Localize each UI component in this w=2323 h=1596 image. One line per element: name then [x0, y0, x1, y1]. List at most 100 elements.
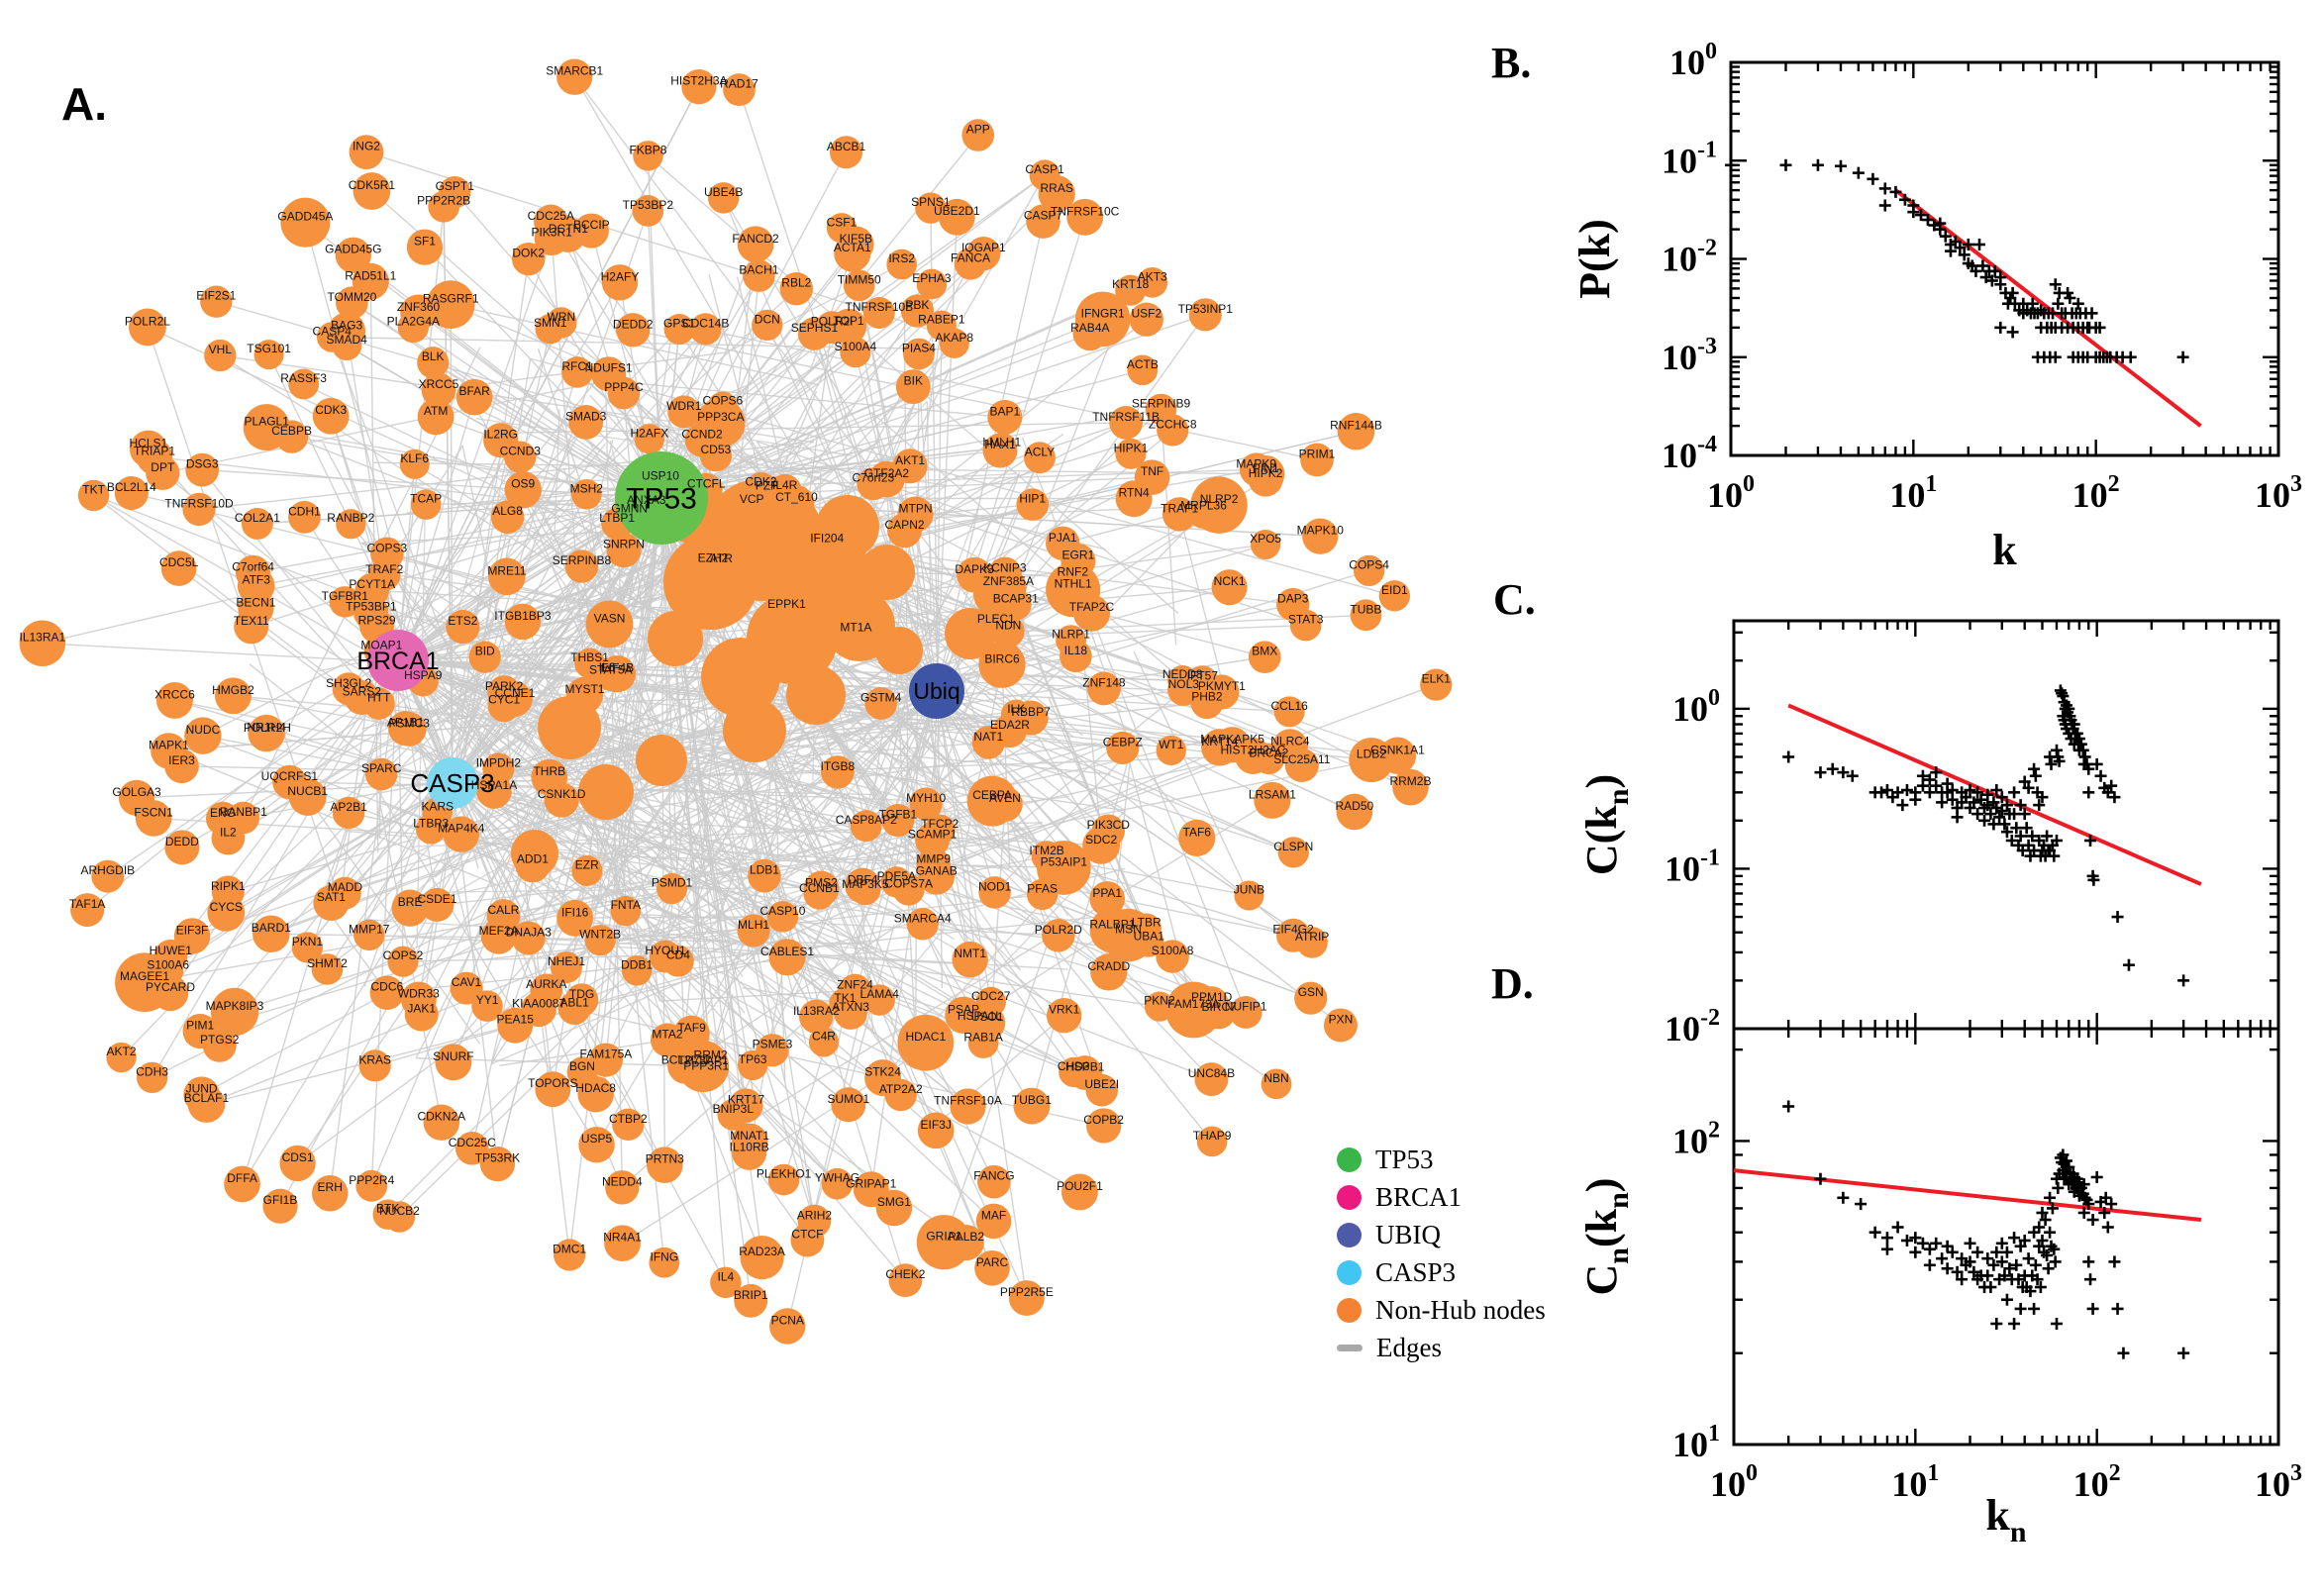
- network-node: [1072, 594, 1111, 632]
- network-node-label: IFI204: [810, 532, 844, 546]
- network-node: [383, 1201, 416, 1233]
- network-node: [557, 991, 591, 1025]
- network-node: [732, 1135, 767, 1170]
- network-node-label: WDR33: [398, 986, 440, 1000]
- network-node: [1201, 729, 1239, 766]
- network-node: [354, 919, 385, 951]
- network-node-label: SDC2: [1085, 833, 1117, 847]
- network-node-label: PEA15: [497, 1013, 535, 1027]
- network-node-label: TNFRSF10D: [164, 496, 234, 510]
- network-node-label: COPB2: [1083, 1113, 1124, 1127]
- network-node-label: TFAP2C: [1069, 600, 1115, 614]
- network-node: [1013, 1087, 1051, 1125]
- network-edge: [225, 782, 454, 914]
- network-node-label: USF2: [1132, 307, 1162, 321]
- network-node-label: SNRPN: [603, 538, 645, 551]
- network-node-label: VASN: [594, 611, 626, 625]
- network-node-label: MSN: [1115, 923, 1142, 937]
- network-edge: [397, 206, 445, 661]
- network-node: [723, 73, 756, 106]
- network-node: [574, 648, 606, 679]
- network-node: [1300, 443, 1334, 477]
- network-node: [1337, 412, 1375, 450]
- network-node-label: YY1: [476, 993, 499, 1007]
- network-node-label: IRS2: [888, 251, 915, 265]
- network-edge: [346, 331, 399, 661]
- network-node-label: PPP2R4: [349, 1173, 394, 1187]
- network-node-label: DNAJA3: [506, 925, 552, 939]
- network-node: [205, 801, 241, 836]
- legend-item-tp53: TP53: [1337, 1145, 1546, 1174]
- network-node: [446, 609, 480, 645]
- network-node-label: AVEN: [989, 791, 1021, 805]
- network-node-label: TP63: [739, 1052, 767, 1066]
- network-node-label: RABEP1: [918, 313, 965, 327]
- network-node-label: TCAP: [410, 492, 442, 506]
- network-node-label: THBS1: [570, 650, 609, 664]
- network-node-label: IL6: [599, 660, 616, 674]
- network-node: [551, 217, 586, 252]
- network-node-label: COL2A1: [235, 511, 280, 525]
- network-node-label: PPP3R1: [683, 1059, 729, 1073]
- network-node-label: EIF2S1: [196, 289, 236, 303]
- network-node-label: ACTB: [1127, 357, 1159, 371]
- network-edge: [526, 329, 680, 488]
- network-edge: [677, 690, 938, 962]
- network-node-label: JUND: [186, 1082, 218, 1096]
- network-edge: [206, 744, 1109, 1105]
- network-node: [454, 1132, 489, 1165]
- network-node-label: PKMYT1: [1198, 679, 1246, 693]
- network-node-label: SMARCA4: [894, 911, 952, 925]
- network-node-label: BMX: [1252, 645, 1277, 658]
- network-node-label: ANXA3: [627, 493, 666, 507]
- network-node-label: NUDC: [186, 723, 221, 737]
- network-node-label: BAP1: [989, 404, 1020, 418]
- network-node: [987, 556, 1022, 591]
- network-node-label: CT_610: [775, 490, 818, 504]
- network-node-label: VCP: [740, 492, 764, 506]
- network-node: [200, 285, 233, 318]
- network-node-label: NR4A1: [603, 1231, 642, 1245]
- network-node-label: HMGB2: [212, 683, 254, 697]
- network-node-label: COPS3: [367, 541, 408, 554]
- network-node-label: HIPK2: [1249, 466, 1283, 480]
- panel-b-label: B.: [1491, 39, 1532, 87]
- hub-label-casp3: CASP3: [410, 768, 494, 798]
- network-node-labels: ZNF24 C7orf64 CDC6 S100A8 GPS1 COPS6 COPS2 COPS…: [19, 64, 1451, 1328]
- network-node: [604, 1225, 641, 1262]
- network-edge: [452, 689, 1184, 784]
- network-node: [391, 712, 427, 747]
- network-node-label: CCNE1: [495, 686, 536, 700]
- network-node-label: TAF6: [1183, 825, 1212, 839]
- network-node-label: PLAGL1: [245, 415, 290, 429]
- network-node: [1229, 996, 1262, 1029]
- network-node-label: NUCB1: [287, 784, 328, 798]
- network-node-label: PLEC1: [977, 612, 1015, 626]
- network-node: [977, 1164, 1011, 1199]
- network-node: [1086, 671, 1121, 706]
- node-swatch-icon: [1337, 1147, 1362, 1172]
- network-node: [564, 549, 599, 583]
- network-edge: [434, 886, 801, 893]
- network-node-label: PDE5A: [877, 869, 916, 883]
- network-node-label: CDK5R1: [349, 178, 396, 192]
- network-node-label: RANBP1: [220, 805, 267, 819]
- network-node-label: EIF4G2: [1272, 923, 1314, 937]
- network-node: [1186, 665, 1219, 698]
- network-node-label: SUMO1: [827, 1092, 869, 1106]
- network-node: [566, 1056, 598, 1088]
- network-node: [19, 620, 66, 666]
- network-node-label: EDA2R: [990, 718, 1030, 732]
- network-node: [729, 1088, 763, 1123]
- network-node-label: EID1: [1381, 583, 1408, 597]
- network-node-label: CDH3: [136, 1064, 168, 1078]
- network-node-label: RAB4A: [1070, 321, 1109, 335]
- network-node-label: POLR2D: [1035, 923, 1082, 937]
- network-node: [992, 714, 1028, 748]
- network-node-label: SMARCB1: [546, 64, 603, 78]
- network-node-label: NMT1: [954, 947, 986, 960]
- network-node-label: MAP3K5: [842, 877, 889, 891]
- network-node: [344, 679, 379, 715]
- network-node: [1109, 406, 1143, 440]
- network-edge: [461, 444, 606, 628]
